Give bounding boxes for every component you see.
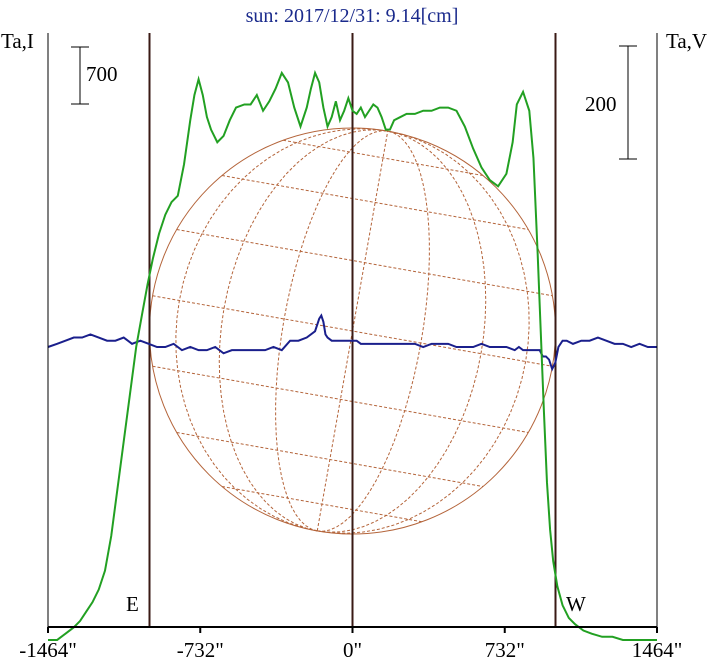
x-axis: -1464" -732" 0" 732" 1464" [19,33,682,662]
polarization-scale-bar [619,45,637,160]
disk-meridian [275,130,388,532]
chart-title: sun: 2017/12/31: 9.14[cm] [246,5,459,27]
limb-center-markers [148,33,557,627]
west-limb-label: W [566,592,586,616]
y-axis-left-label: Ta,I [1,29,34,53]
x-tick-label: 732" [485,638,525,662]
x-tick-label: 1464" [632,638,683,662]
x-tick-label: 0" [343,638,362,662]
intensity-scale-bar [71,46,89,105]
polarization-series-line [47,313,657,372]
disk-meridian [317,130,430,532]
east-limb-label: E [126,592,139,616]
x-tick-label: -732" [177,638,224,662]
intensity-scale-value: 700 [86,62,118,86]
disk-parallel [176,432,484,487]
disk-parallel [176,229,553,297]
y-axis-right-label: Ta,V [666,29,707,53]
polarization-scale-value: 200 [585,92,617,116]
disk-parallel [152,365,529,433]
disk-parallel [221,175,529,230]
intensity-series-line [48,69,657,641]
x-tick-label: -1464" [19,638,77,662]
disk-parallel [221,486,423,523]
disk-parallel [282,139,484,176]
disk-meridian [317,130,530,534]
disk-meridian [317,130,487,533]
